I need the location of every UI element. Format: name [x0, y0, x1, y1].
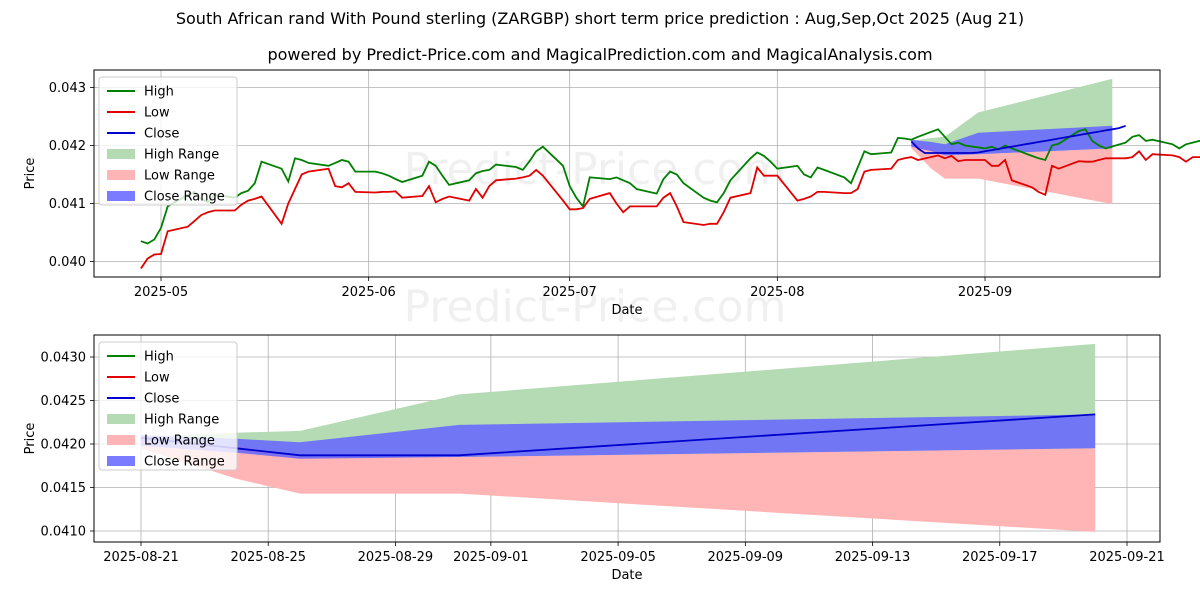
close-line — [910, 124, 1126, 154]
legend-high-range-label: High Range — [144, 148, 219, 163]
close-range-band — [141, 414, 1096, 459]
y-tick-label: 0.0410 — [41, 525, 87, 540]
y-tick-label: 0.041 — [49, 197, 86, 212]
watermark-text: Predict-Price.com — [404, 144, 787, 195]
x-tick-label: 2025-09-21 — [1089, 550, 1165, 565]
legend-low-label: Low — [144, 371, 170, 386]
legend-high-range-label: High Range — [144, 413, 219, 428]
plot-frame — [93, 69, 1161, 278]
legend-high-label: High — [144, 85, 174, 100]
legend-low-label: Low — [144, 106, 170, 121]
legend: High Low Close High Range Low Range Close Ran… — [98, 341, 238, 471]
x-tick-label: 2025-06 — [342, 285, 396, 300]
x-axis-label: Date — [611, 568, 642, 583]
low-line — [140, 149, 1200, 270]
x-tick-label: 2025-09-01 — [453, 550, 529, 565]
plot-frame — [93, 334, 1161, 543]
x-tick-label: 2025-09-05 — [580, 550, 656, 565]
y-tick-label: 0.040 — [49, 255, 86, 270]
close-range-band — [911, 125, 1113, 156]
legend-low-range-swatch — [107, 435, 135, 445]
x-axis-label: Date — [611, 303, 642, 318]
x-tick-label: 2025-08-21 — [103, 550, 179, 565]
low-range-band — [911, 142, 1113, 205]
legend-close-label: Close — [144, 127, 179, 142]
y-tick-label: 0.042 — [49, 139, 86, 154]
y-tick-label: 0.0415 — [41, 481, 87, 496]
x-tick-label: 2025-09 — [958, 285, 1012, 300]
legend-close-range-swatch — [107, 191, 135, 201]
high-line — [140, 128, 1200, 245]
x-tick-label: 2025-08-29 — [358, 550, 434, 565]
y-tick-label: 0.0420 — [41, 438, 87, 453]
x-tick-label: 2025-09-17 — [962, 550, 1038, 565]
chart-title: South African rand With Pound sterling (… — [175, 9, 1025, 28]
legend-low-range-label: Low Range — [144, 434, 215, 449]
y-axis-label: Price — [23, 158, 38, 190]
y-tick-label: 0.0425 — [41, 394, 87, 409]
x-tick-label: 2025-07 — [542, 285, 596, 300]
chart-subtitle: powered by Predict-Price.com and Magical… — [267, 45, 933, 64]
legend-high-range-swatch — [107, 149, 135, 159]
low-range-band — [141, 439, 1096, 532]
watermark-text: Predict-Price.com — [404, 281, 787, 332]
y-tick-label: 0.0430 — [41, 351, 87, 366]
x-tick-label: 2025-09-13 — [835, 550, 911, 565]
legend: High Low Close High Range Low Range Close Ran… — [98, 76, 238, 206]
legend-low-range-label: Low Range — [144, 169, 215, 184]
x-tick-label: 2025-09-09 — [708, 550, 784, 565]
legend-high-label: High — [144, 350, 174, 365]
x-tick-label: 2025-05 — [134, 285, 188, 300]
x-tick-label: 2025-08-25 — [230, 550, 306, 565]
legend-close-range-label: Close Range — [144, 190, 225, 205]
legend-high-range-swatch — [107, 414, 135, 424]
legend-close-range-swatch — [107, 456, 135, 466]
legend-low-range-swatch — [107, 170, 135, 180]
y-axis-label: Price — [23, 423, 38, 455]
legend-close-label: Close — [144, 392, 179, 407]
legend-close-range-label: Close Range — [144, 455, 225, 470]
x-tick-label: 2025-08 — [750, 285, 804, 300]
y-tick-label: 0.043 — [49, 81, 86, 96]
